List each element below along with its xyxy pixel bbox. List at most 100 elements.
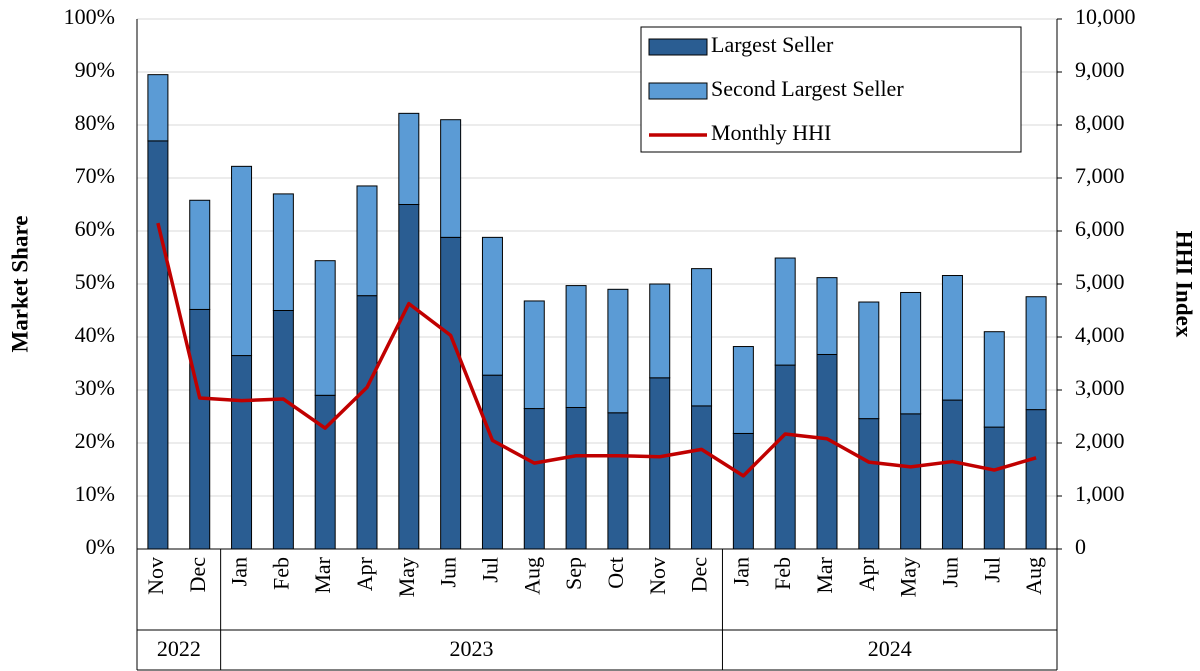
bar-segment (1025, 409, 1047, 550)
bar-segment (732, 346, 754, 434)
y2-tick-label: 5,000 (1075, 269, 1125, 294)
y-tick-label: 100% (64, 4, 115, 29)
x-tick-label: Dec (687, 557, 712, 593)
y-tick-label: 50% (75, 269, 115, 294)
x-tick-label: Dec (185, 557, 210, 593)
bar-segment (481, 236, 503, 376)
x-tick-label: Mar (310, 556, 335, 593)
x-tick-label: Jul (478, 557, 503, 583)
bar-segment (440, 236, 462, 550)
bar-segment (816, 353, 838, 550)
y-tick-label: 10% (75, 481, 115, 506)
x-tick-label: Feb (268, 557, 293, 590)
y-axis-title: Market Share (7, 216, 32, 353)
y2-tick-label: 2,000 (1075, 428, 1125, 453)
bar-segment (774, 257, 796, 366)
y2-tick-label: 8,000 (1075, 110, 1125, 135)
legend-swatch (648, 38, 708, 56)
bar-segment (858, 301, 880, 420)
bar-segment (231, 165, 253, 357)
bar-segment (983, 426, 1005, 550)
bar-segment (189, 308, 211, 550)
y2-tick-label: 7,000 (1075, 163, 1125, 188)
bar-segment (607, 412, 629, 550)
bar-segment (691, 268, 713, 407)
year-label: 2023 (450, 636, 494, 661)
bar-segment (231, 355, 253, 550)
y2-tick-label: 1,000 (1075, 481, 1125, 506)
bar-segment (691, 405, 713, 550)
bar-segment (900, 291, 922, 415)
y2-tick-label: 3,000 (1075, 375, 1125, 400)
bar-segment (565, 406, 587, 550)
y-tick-label: 90% (75, 57, 115, 82)
x-tick-label: Sep (561, 557, 586, 590)
x-tick-label: May (394, 557, 419, 597)
x-tick-label: Jul (979, 557, 1004, 583)
x-tick-label: Aug (1021, 557, 1046, 595)
bar-segment (272, 310, 294, 550)
y2-tick-label: 4,000 (1075, 322, 1125, 347)
bar-segment (147, 74, 169, 142)
bar-segment (649, 377, 671, 550)
y2-axis-title: HHI Index (1172, 231, 1197, 338)
bar-segment (356, 185, 378, 297)
y-tick-label: 30% (75, 375, 115, 400)
legend-label: Largest Seller (711, 32, 834, 57)
legend-label: Second Largest Seller (711, 76, 904, 101)
bar-segment (272, 193, 294, 311)
bar-segment (941, 399, 963, 550)
y2-tick-label: 10,000 (1075, 4, 1136, 29)
bar-segment (147, 140, 169, 550)
bar-segment (356, 295, 378, 550)
y2-tick-label: 9,000 (1075, 57, 1125, 82)
x-tick-label: Mar (812, 556, 837, 593)
bar-segment (189, 199, 211, 310)
y-tick-label: 60% (75, 216, 115, 241)
bar-segment (314, 394, 336, 550)
y-tick-label: 70% (75, 163, 115, 188)
hhi-line (156, 222, 1037, 478)
x-tick-label: May (896, 557, 921, 597)
x-tick-label: Nov (645, 557, 670, 595)
x-tick-label: Jan (227, 557, 252, 586)
x-tick-label: Feb (770, 557, 795, 590)
x-tick-label: Jun (938, 557, 963, 588)
y-tick-label: 80% (75, 110, 115, 135)
legend-label: Monthly HHI (711, 120, 831, 145)
bar-segment (774, 364, 796, 550)
bar-segment (481, 374, 503, 550)
x-tick-label: Jun (436, 557, 461, 588)
bar-segment (983, 331, 1005, 428)
x-tick-label: Jan (728, 557, 753, 586)
y2-tick-label: 0 (1075, 534, 1086, 559)
year-label: 2022 (157, 636, 201, 661)
bar-segment (941, 275, 963, 401)
bar-segment (523, 408, 545, 550)
bar-segment (398, 204, 420, 550)
bar-segment (649, 283, 671, 379)
y2-tick-label: 6,000 (1075, 216, 1125, 241)
y-tick-label: 20% (75, 428, 115, 453)
legend-swatch (648, 82, 708, 100)
y-tick-label: 40% (75, 322, 115, 347)
x-tick-label: Nov (143, 557, 168, 595)
y-tick-label: 0% (86, 534, 115, 559)
x-tick-label: Apr (854, 556, 879, 591)
bar-segment (607, 288, 629, 414)
bar-segment (858, 418, 880, 550)
x-tick-label: Oct (603, 557, 628, 589)
bar-segment (1025, 296, 1047, 411)
bar-segment (440, 119, 462, 238)
bar-segment (732, 432, 754, 550)
x-tick-label: Aug (519, 557, 544, 595)
bar-segment (398, 112, 420, 205)
bar-segment (816, 277, 838, 355)
bar-segment (523, 300, 545, 410)
bar-segment (565, 285, 587, 408)
bar-segment (314, 260, 336, 396)
bar-segment (900, 413, 922, 550)
year-label: 2024 (868, 636, 912, 661)
x-tick-label: Apr (352, 556, 377, 591)
